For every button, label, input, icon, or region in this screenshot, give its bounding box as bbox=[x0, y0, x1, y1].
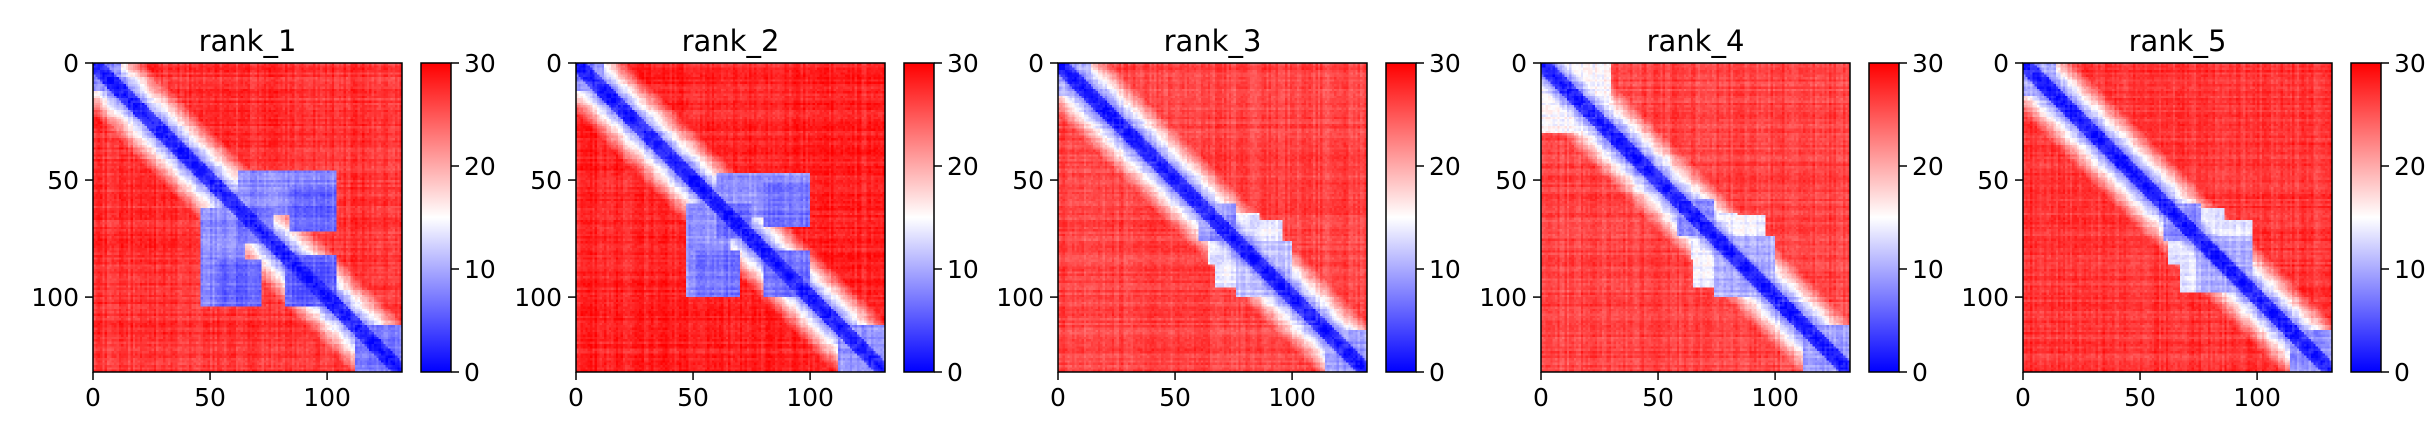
x-tick-label: 100 bbox=[786, 383, 834, 412]
y-tick-label: 100 bbox=[1961, 283, 2009, 312]
y-tick-label: 50 bbox=[47, 166, 79, 195]
y-tick-label: 50 bbox=[1977, 166, 2009, 195]
colorbar-tick-label: 10 bbox=[464, 255, 496, 284]
colorbar-tick-label: 10 bbox=[2394, 255, 2426, 284]
colorbar-tick-label: 20 bbox=[2394, 152, 2426, 181]
x-tick-label: 0 bbox=[1050, 383, 1066, 412]
heatmap-matrix bbox=[1541, 63, 1850, 372]
heatmap-frame bbox=[1057, 62, 1368, 373]
heatmap-panel-3: rank_3 0 50 100 0 50 100 0 10 20 30 bbox=[996, 24, 1461, 412]
colorbar-tick-label: 30 bbox=[1429, 49, 1461, 78]
x-tick-label: 0 bbox=[1533, 383, 1549, 412]
colorbar-tick-label: 20 bbox=[947, 152, 979, 181]
panel-title: rank_4 bbox=[1647, 24, 1745, 58]
y-tick-label: 50 bbox=[1495, 166, 1527, 195]
y-tick-label: 50 bbox=[530, 166, 562, 195]
colorbar-tick-label: 30 bbox=[2394, 49, 2426, 78]
heatmap-panel-2: rank_2 0 50 100 0 50 100 0 10 20 30 bbox=[514, 24, 979, 412]
x-tick-label: 100 bbox=[2233, 383, 2281, 412]
x-tick-label: 100 bbox=[1268, 383, 1316, 412]
x-tick-label: 50 bbox=[1159, 383, 1191, 412]
colorbar-tick-label: 20 bbox=[1429, 152, 1461, 181]
heatmap-panel-1: rank_1 0 50 100 0 50 100 0 10 20 30 bbox=[31, 24, 496, 412]
y-tick-label: 100 bbox=[514, 283, 562, 312]
heatmap-panel-5: rank_5 0 50 100 0 50 100 0 10 20 30 bbox=[1961, 24, 2426, 412]
colorbar-tick-label: 10 bbox=[1912, 255, 1944, 284]
x-tick-label: 0 bbox=[85, 383, 101, 412]
heatmap-frame bbox=[1540, 62, 1851, 373]
colorbar-tick-label: 30 bbox=[947, 49, 979, 78]
y-tick-label: 100 bbox=[31, 283, 79, 312]
y-tick-label: 0 bbox=[1993, 49, 2009, 78]
y-tick-label: 0 bbox=[63, 49, 79, 78]
x-tick-label: 0 bbox=[2015, 383, 2031, 412]
y-tick-label: 0 bbox=[1511, 49, 1527, 78]
colorbar-tick-label: 10 bbox=[947, 255, 979, 284]
heatmap-matrix bbox=[1058, 63, 1367, 372]
heatmap-frame bbox=[575, 62, 886, 373]
colorbar-tick-label: 0 bbox=[2394, 358, 2410, 387]
heatmap-frame bbox=[92, 62, 403, 373]
colorbar-tick-label: 30 bbox=[1912, 49, 1944, 78]
colorbar-tick-label: 30 bbox=[464, 49, 496, 78]
y-tick-label: 0 bbox=[546, 49, 562, 78]
panel-title: rank_5 bbox=[2129, 24, 2227, 58]
colorbar-tick-label: 0 bbox=[464, 358, 480, 387]
colorbar bbox=[1868, 62, 1900, 373]
y-tick-label: 100 bbox=[1479, 283, 1527, 312]
x-tick-label: 50 bbox=[1642, 383, 1674, 412]
x-tick-label: 100 bbox=[303, 383, 351, 412]
heatmap-panel-4: rank_4 0 50 100 0 50 100 0 10 20 30 bbox=[1479, 24, 1944, 412]
heatmap-frame bbox=[2022, 62, 2333, 373]
colorbar bbox=[903, 62, 935, 373]
colorbar-tick-label: 20 bbox=[464, 152, 496, 181]
colorbar-tick-label: 10 bbox=[1429, 255, 1461, 284]
panel-title: rank_2 bbox=[682, 24, 780, 58]
panel-title: rank_1 bbox=[199, 24, 297, 58]
colorbar bbox=[420, 62, 452, 373]
panel-title: rank_3 bbox=[1164, 24, 1262, 58]
heatmap-matrix bbox=[93, 63, 402, 372]
x-tick-label: 100 bbox=[1751, 383, 1799, 412]
y-tick-label: 0 bbox=[1028, 49, 1044, 78]
x-tick-label: 50 bbox=[677, 383, 709, 412]
colorbar-tick-label: 0 bbox=[947, 358, 963, 387]
heatmap-matrix bbox=[2023, 63, 2332, 372]
y-tick-label: 50 bbox=[1012, 166, 1044, 195]
heatmap-matrix bbox=[576, 63, 885, 372]
colorbar-tick-label: 0 bbox=[1912, 358, 1928, 387]
x-tick-label: 50 bbox=[2124, 383, 2156, 412]
colorbar bbox=[2350, 62, 2382, 373]
colorbar-tick-label: 20 bbox=[1912, 152, 1944, 181]
x-tick-label: 50 bbox=[194, 383, 226, 412]
colorbar bbox=[1385, 62, 1417, 373]
y-tick-label: 100 bbox=[996, 283, 1044, 312]
colorbar-tick-label: 0 bbox=[1429, 358, 1445, 387]
x-tick-label: 0 bbox=[568, 383, 584, 412]
